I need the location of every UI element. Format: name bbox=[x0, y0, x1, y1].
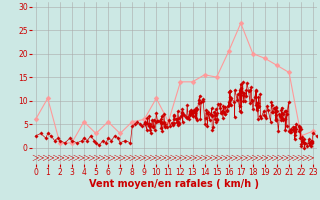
X-axis label: Vent moyen/en rafales ( km/h ): Vent moyen/en rafales ( km/h ) bbox=[89, 179, 260, 189]
